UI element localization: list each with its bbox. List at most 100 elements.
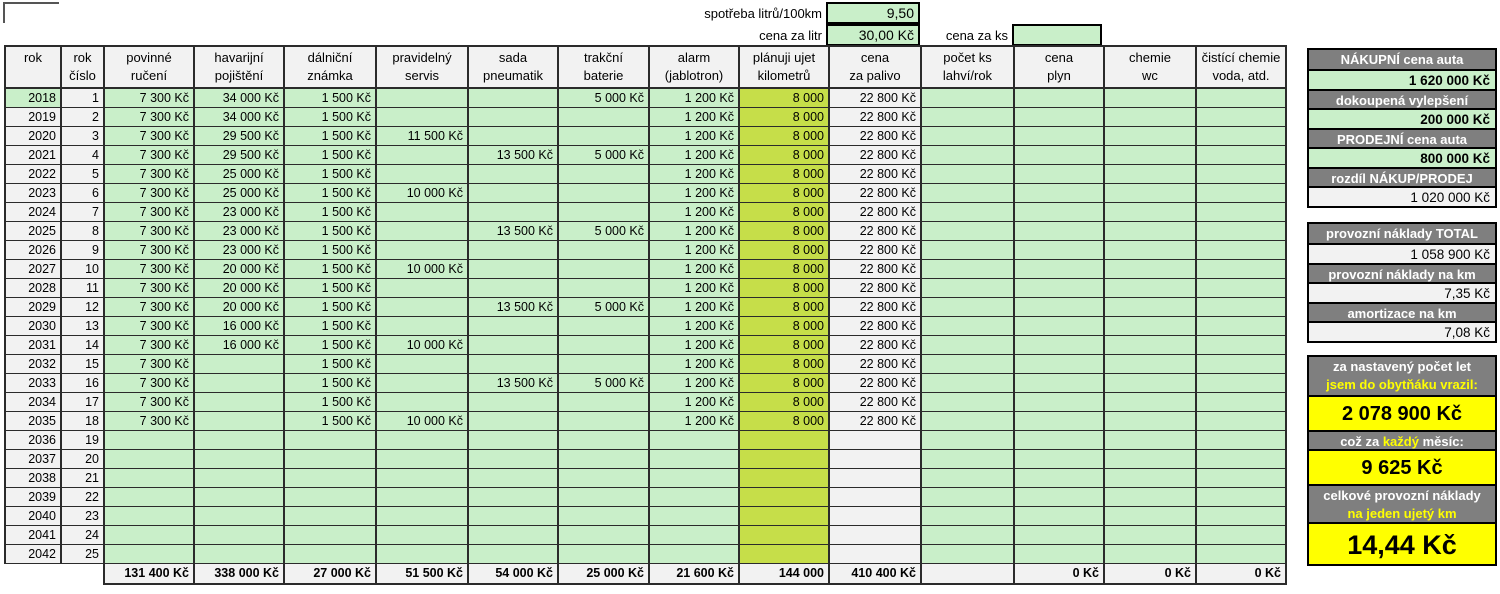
data-cell[interactable] bbox=[920, 448, 1015, 469]
data-cell[interactable] bbox=[1103, 334, 1197, 355]
data-cell[interactable]: 25 000 Kč bbox=[193, 182, 285, 203]
data-cell[interactable] bbox=[1013, 201, 1105, 222]
data-cell[interactable]: 1 200 Kč bbox=[648, 258, 740, 279]
data-cell[interactable]: 13 500 Kč bbox=[467, 220, 559, 241]
data-cell[interactable] bbox=[1195, 543, 1287, 564]
column-header-8[interactable]: alarm (jablotron) bbox=[648, 45, 740, 89]
data-cell[interactable]: 1 200 Kč bbox=[648, 87, 740, 108]
data-cell[interactable]: 22 800 Kč bbox=[828, 315, 922, 336]
data-cell[interactable] bbox=[1013, 125, 1105, 146]
amortization-per-km-cell[interactable]: 7,08 Kč bbox=[1309, 321, 1495, 341]
consumption-input-cell[interactable]: 9,50 bbox=[826, 2, 920, 24]
data-cell[interactable]: 1 200 Kč bbox=[648, 372, 740, 393]
data-cell[interactable] bbox=[557, 353, 650, 374]
year-number-cell[interactable]: 25 bbox=[60, 543, 105, 564]
data-cell[interactable]: 22 800 Kč bbox=[828, 87, 922, 108]
data-cell[interactable]: 8 000 bbox=[738, 201, 830, 222]
data-cell[interactable]: 1 200 Kč bbox=[648, 220, 740, 241]
data-cell[interactable] bbox=[648, 429, 740, 450]
data-cell[interactable]: 1 200 Kč bbox=[648, 334, 740, 355]
data-cell[interactable]: 1 200 Kč bbox=[648, 144, 740, 165]
data-cell[interactable] bbox=[375, 106, 469, 127]
data-cell[interactable]: 1 500 Kč bbox=[283, 258, 377, 279]
data-cell[interactable] bbox=[467, 410, 559, 431]
data-cell[interactable] bbox=[557, 486, 650, 507]
data-cell[interactable]: 7 300 Kč bbox=[103, 87, 195, 108]
data-cell[interactable] bbox=[1103, 87, 1197, 108]
data-cell[interactable] bbox=[375, 163, 469, 184]
data-cell[interactable] bbox=[648, 467, 740, 488]
data-cell[interactable] bbox=[467, 87, 559, 108]
total-cell[interactable]: 21 600 Kč bbox=[648, 562, 740, 585]
data-cell[interactable] bbox=[920, 182, 1015, 203]
data-cell[interactable] bbox=[1103, 220, 1197, 241]
data-cell[interactable] bbox=[1013, 258, 1105, 279]
data-cell[interactable] bbox=[738, 467, 830, 488]
data-cell[interactable] bbox=[648, 543, 740, 564]
data-cell[interactable] bbox=[648, 448, 740, 469]
data-cell[interactable]: 7 300 Kč bbox=[103, 372, 195, 393]
year-number-cell[interactable]: 9 bbox=[60, 239, 105, 260]
data-cell[interactable] bbox=[920, 87, 1015, 108]
data-cell[interactable] bbox=[103, 429, 195, 450]
data-cell[interactable] bbox=[467, 334, 559, 355]
data-cell[interactable] bbox=[193, 486, 285, 507]
data-cell[interactable] bbox=[557, 239, 650, 260]
data-cell[interactable]: 1 200 Kč bbox=[648, 391, 740, 412]
data-cell[interactable] bbox=[557, 201, 650, 222]
data-cell[interactable] bbox=[467, 353, 559, 374]
data-cell[interactable]: 8 000 bbox=[738, 315, 830, 336]
data-cell[interactable] bbox=[920, 524, 1015, 545]
column-header-13[interactable]: chemie wc bbox=[1103, 45, 1197, 89]
data-cell[interactable] bbox=[1103, 277, 1197, 298]
data-cell[interactable]: 10 000 Kč bbox=[375, 334, 469, 355]
data-cell[interactable]: 1 500 Kč bbox=[283, 163, 377, 184]
data-cell[interactable] bbox=[375, 296, 469, 317]
data-cell[interactable] bbox=[920, 201, 1015, 222]
data-cell[interactable] bbox=[557, 277, 650, 298]
data-cell[interactable] bbox=[375, 353, 469, 374]
total-cell[interactable]: 27 000 Kč bbox=[283, 562, 377, 585]
data-cell[interactable] bbox=[1103, 125, 1197, 146]
data-cell[interactable]: 22 800 Kč bbox=[828, 296, 922, 317]
data-cell[interactable] bbox=[557, 182, 650, 203]
year-cell[interactable]: 2022 bbox=[4, 163, 62, 184]
price-per-unit-input-cell[interactable] bbox=[1012, 24, 1102, 46]
data-cell[interactable]: 1 200 Kč bbox=[648, 182, 740, 203]
data-cell[interactable] bbox=[1103, 524, 1197, 545]
data-cell[interactable] bbox=[1103, 353, 1197, 374]
data-cell[interactable] bbox=[375, 524, 469, 545]
column-header-6[interactable]: sada pneumatik bbox=[467, 45, 559, 89]
data-cell[interactable]: 7 300 Kč bbox=[103, 106, 195, 127]
data-cell[interactable] bbox=[193, 391, 285, 412]
data-cell[interactable]: 8 000 bbox=[738, 106, 830, 127]
data-cell[interactable]: 22 800 Kč bbox=[828, 391, 922, 412]
data-cell[interactable]: 22 800 Kč bbox=[828, 220, 922, 241]
data-cell[interactable] bbox=[1103, 391, 1197, 412]
column-header-3[interactable]: havarijní pojištění bbox=[193, 45, 285, 89]
data-cell[interactable] bbox=[1013, 87, 1105, 108]
data-cell[interactable] bbox=[1013, 486, 1105, 507]
data-cell[interactable] bbox=[828, 524, 922, 545]
data-cell[interactable] bbox=[1103, 429, 1197, 450]
data-cell[interactable] bbox=[467, 239, 559, 260]
year-number-cell[interactable]: 10 bbox=[60, 258, 105, 279]
data-cell[interactable] bbox=[1013, 410, 1105, 431]
upgrades-cell[interactable]: 200 000 Kč bbox=[1309, 108, 1495, 128]
data-cell[interactable] bbox=[738, 448, 830, 469]
price-per-liter-input-cell[interactable]: 30,00 Kč bbox=[826, 24, 920, 46]
year-cell[interactable]: 2039 bbox=[4, 486, 62, 507]
data-cell[interactable] bbox=[1013, 315, 1105, 336]
data-cell[interactable] bbox=[828, 429, 922, 450]
data-cell[interactable] bbox=[648, 524, 740, 545]
year-cell[interactable]: 2030 bbox=[4, 315, 62, 336]
data-cell[interactable] bbox=[738, 486, 830, 507]
data-cell[interactable] bbox=[1103, 467, 1197, 488]
data-cell[interactable]: 22 800 Kč bbox=[828, 106, 922, 127]
data-cell[interactable] bbox=[1195, 201, 1287, 222]
monthly-cost-cell[interactable]: 9 625 Kč bbox=[1309, 449, 1495, 484]
data-cell[interactable] bbox=[1013, 106, 1105, 127]
data-cell[interactable] bbox=[1195, 239, 1287, 260]
data-cell[interactable]: 13 500 Kč bbox=[467, 296, 559, 317]
data-cell[interactable]: 1 500 Kč bbox=[283, 372, 377, 393]
